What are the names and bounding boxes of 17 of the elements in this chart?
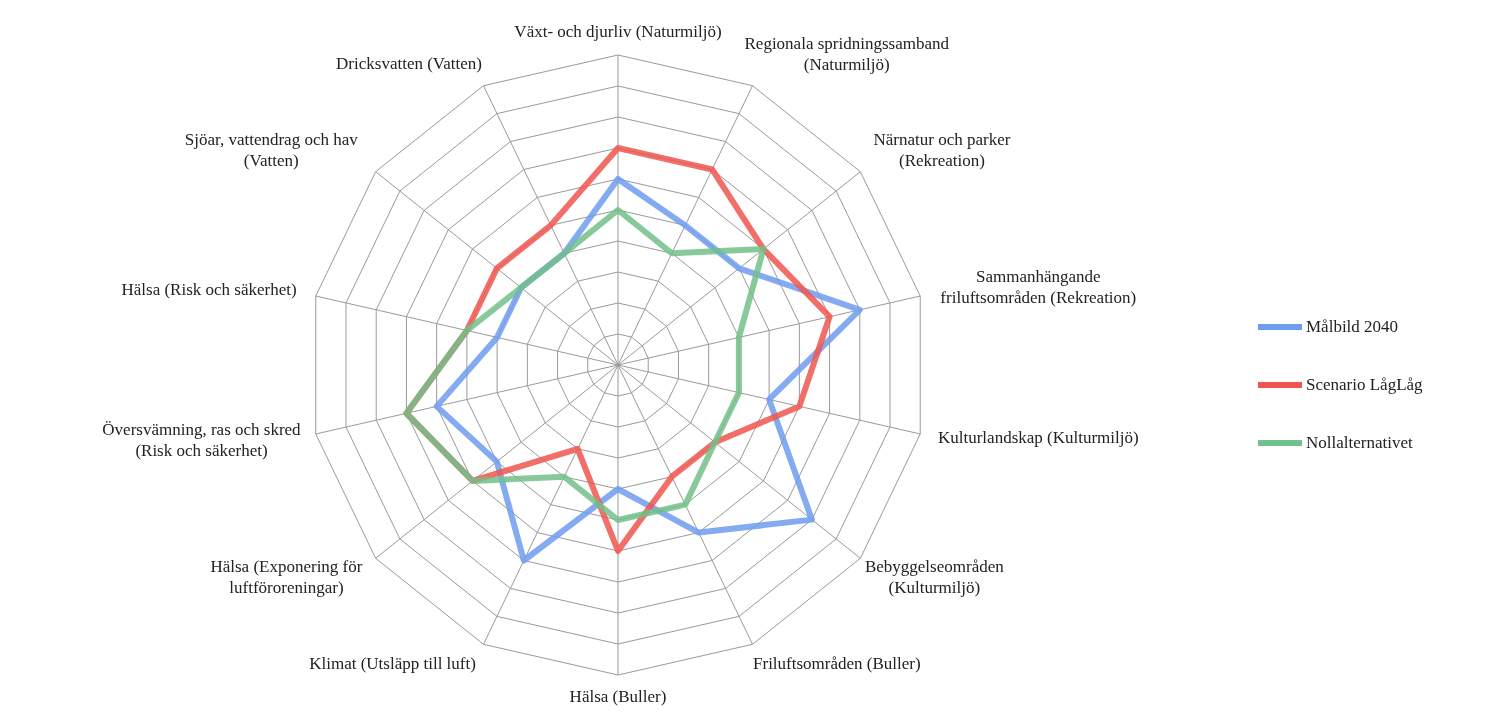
spoke-label: Regionala spridningssamband (Naturmiljö) (744, 34, 950, 75)
spoke-label: Sjöar, vattendrag och hav (Vatten) (184, 129, 359, 170)
legend-label: Målbild 2040 (1306, 317, 1399, 337)
spoke-label: Bebyggelseområden (Kulturmiljö) (864, 557, 1005, 598)
legend-label: Nollalternativet (1306, 433, 1413, 453)
spoke-label: Hälsa (Buller) (569, 686, 667, 706)
legend-label: Scenario LågLåg (1306, 375, 1423, 395)
spoke-label: Friluftsområden (Buller) (753, 653, 921, 673)
spoke-label: Hälsa (Exponering för luftföroreningar) (210, 557, 363, 598)
spoke-label: Kulturlandskap (Kulturmiljö) (937, 427, 1139, 447)
spoke-label: Dricksvatten (Vatten) (336, 54, 482, 74)
spoke-label: Hälsa (Risk och säkerhet) (121, 279, 297, 299)
spoke-label: Klimat (Utsläpp till luft) (309, 653, 476, 673)
spoke-label: Sammanhängande friluftsområden (Rekreation) (940, 267, 1137, 308)
spoke-label: Översvämning, ras och skred (Risk och säkerhet) (102, 419, 302, 460)
spoke-label: Växt- och djurliv (Naturmiljö) (514, 21, 722, 41)
spoke-label: Närnatur och parker (Rekreation) (873, 129, 1011, 170)
